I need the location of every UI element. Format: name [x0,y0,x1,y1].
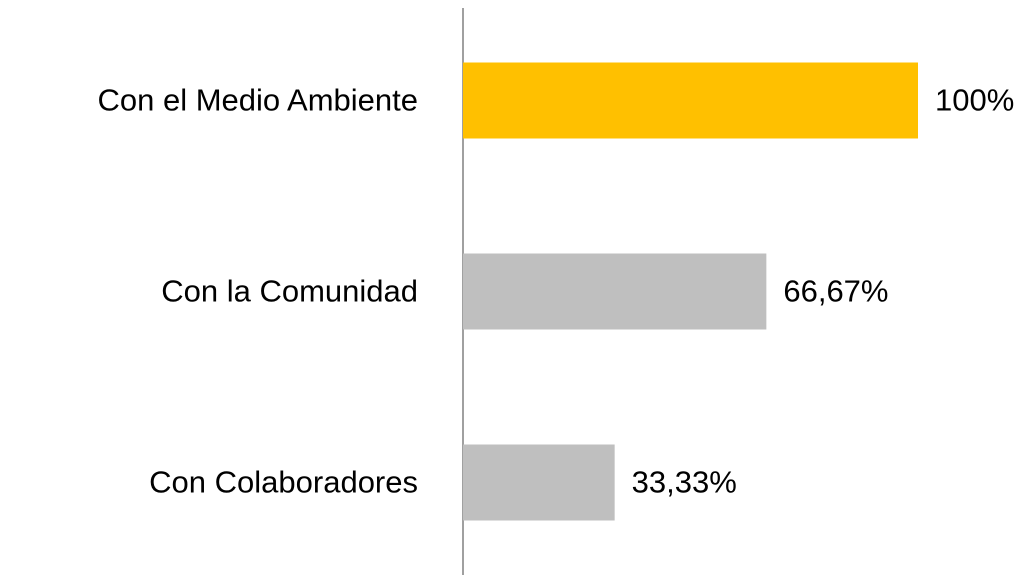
value-label: 100% [935,83,1014,118]
value-label: 66,67% [783,274,888,309]
bar [463,253,767,330]
y-tick-label: Con Colaboradores [149,465,418,500]
bar [463,62,918,139]
value-label: 33,33% [632,465,737,500]
y-tick-label: Con la Comunidad [161,274,418,309]
bar [463,444,615,521]
y-tick-label: Con el Medio Ambiente [97,83,418,118]
